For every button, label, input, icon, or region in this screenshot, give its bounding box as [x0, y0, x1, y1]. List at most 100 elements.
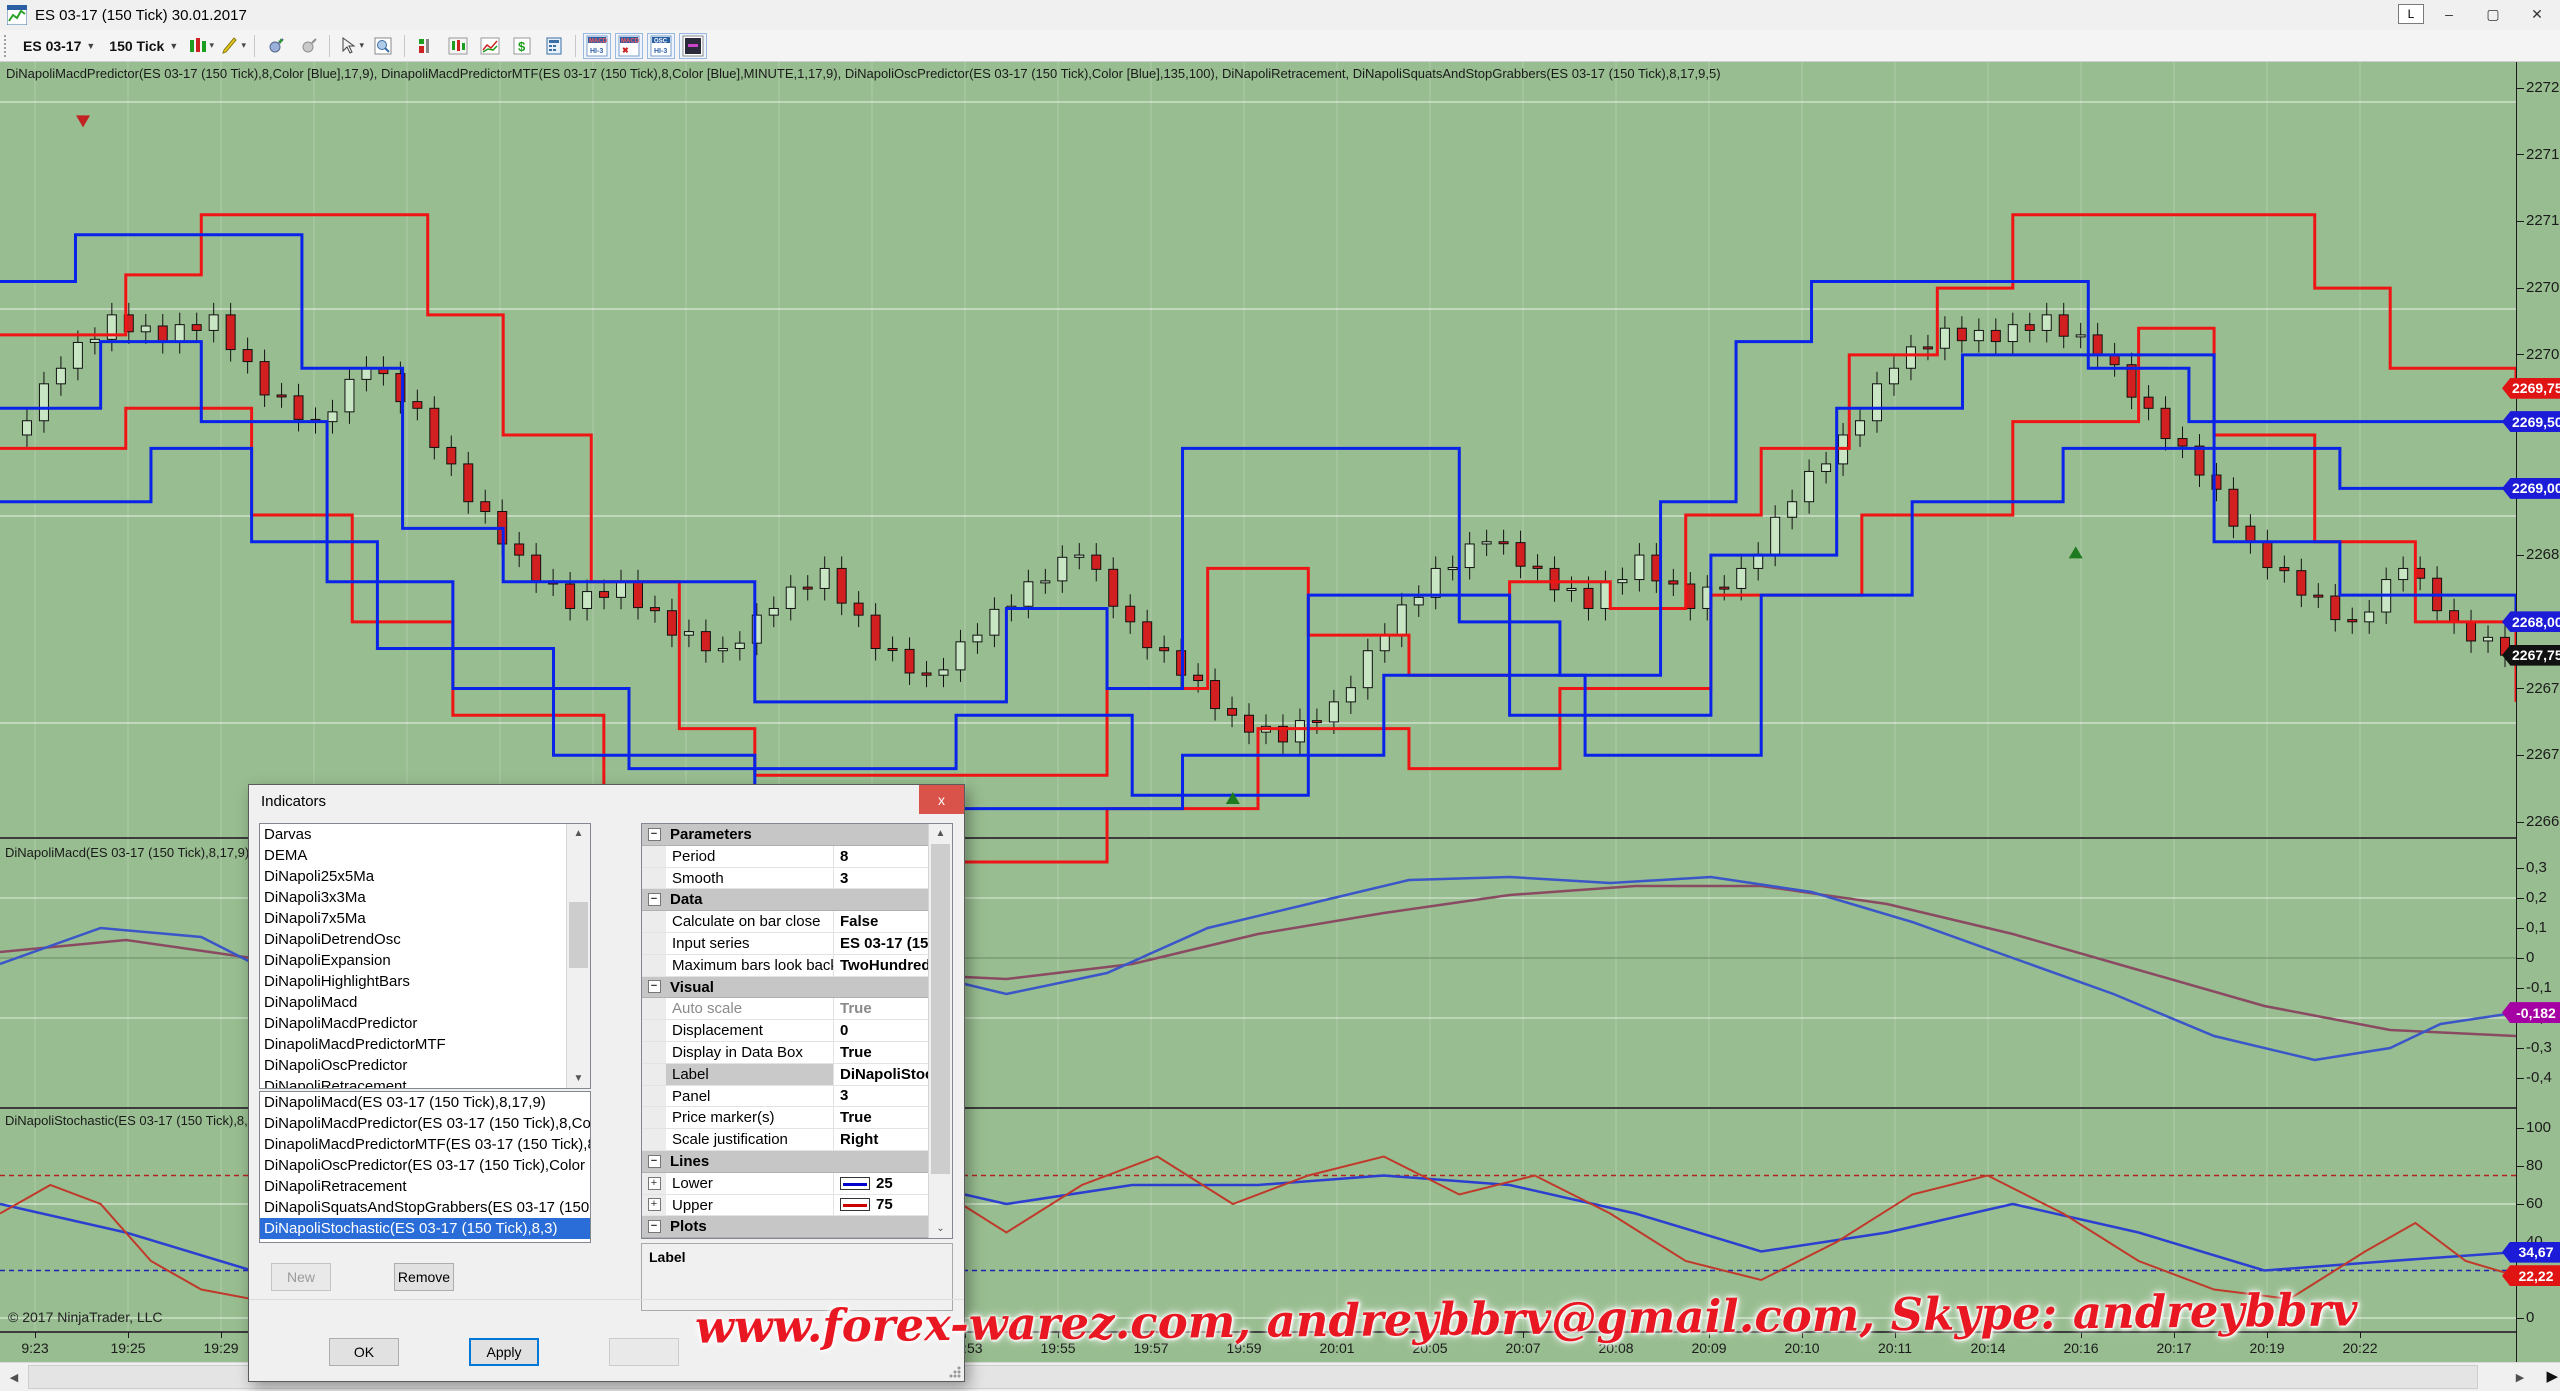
- maximize-button[interactable]: ▢: [2474, 2, 2512, 26]
- axis-tick: [2517, 1048, 2524, 1049]
- ok-button[interactable]: OK: [329, 1338, 399, 1366]
- applied-indicator-item[interactable]: DiNapoliSquatsAndStopGrabbers(ES 03-17 (…: [260, 1197, 590, 1218]
- property-group-row[interactable]: −Plots: [642, 1216, 952, 1238]
- chart-style-dropdown[interactable]: ▾: [187, 33, 215, 59]
- expand-icon[interactable]: +: [648, 1198, 661, 1211]
- remove-button[interactable]: Remove: [394, 1263, 454, 1291]
- applied-indicators-list[interactable]: DiNapoliMacd(ES 03-17 (150 Tick),8,17,9)…: [259, 1091, 591, 1243]
- property-group-row[interactable]: −Visual: [642, 977, 952, 999]
- applied-indicator-item[interactable]: DiNapoliMacdPredictor(ES 03-17 (150 Tick…: [260, 1113, 590, 1134]
- applied-indicator-item[interactable]: DiNapoliOscPredictor(ES 03-17 (150 Tick)…: [260, 1155, 590, 1176]
- cursor-dropdown[interactable]: ▾: [337, 33, 365, 59]
- available-indicator-item[interactable]: Darvas: [260, 824, 590, 845]
- available-list-scrollbar[interactable]: ▲ ▼: [566, 824, 590, 1088]
- available-indicator-item[interactable]: DiNapoliDetrendOsc: [260, 929, 590, 950]
- property-row[interactable]: Maximum bars look backTwoHundredFiftySix: [642, 955, 952, 977]
- available-indicator-item[interactable]: DiNapoliMacd: [260, 992, 590, 1013]
- available-indicator-item[interactable]: DEMA: [260, 845, 590, 866]
- collapse-icon[interactable]: −: [648, 828, 661, 841]
- market-depth-icon[interactable]: [412, 33, 440, 59]
- close-button[interactable]: ✕: [2518, 2, 2556, 26]
- dollar-icon[interactable]: $: [508, 33, 536, 59]
- time-label: 20:11: [1878, 1340, 1912, 1356]
- collapse-icon[interactable]: −: [648, 1155, 661, 1168]
- go-to-latest-icon[interactable]: ▶: [2546, 1367, 2558, 1385]
- available-indicator-item[interactable]: DiNapoli7x5Ma: [260, 908, 590, 929]
- scroll-left-arrow-icon[interactable]: ◀: [0, 1363, 28, 1391]
- candle-body: [956, 642, 965, 670]
- calculator-icon[interactable]: [540, 33, 568, 59]
- time-tick: [128, 1332, 129, 1338]
- interval-dropdown[interactable]: 150 Tick ▼: [102, 35, 185, 57]
- macd-hix-button[interactable]: MACD✖: [615, 33, 643, 59]
- scroll-up-icon[interactable]: ▲: [929, 824, 952, 843]
- collapse-icon[interactable]: −: [648, 980, 661, 993]
- property-row[interactable]: Price marker(s)True: [642, 1107, 952, 1129]
- minimize-button[interactable]: –: [2430, 2, 2468, 26]
- property-grid-scrollbar[interactable]: ▲ ⌄: [928, 824, 952, 1238]
- property-row[interactable]: +DLine; Solid; 1px: [642, 1238, 952, 1239]
- available-indicator-item[interactable]: DiNapoli3x3Ma: [260, 887, 590, 908]
- available-indicator-item[interactable]: DiNapoliRetracement: [260, 1076, 590, 1089]
- applied-indicator-item[interactable]: DinapoliMacdPredictorMTF(ES 03-17 (150 T…: [260, 1134, 590, 1155]
- panel-toggle-button[interactable]: [679, 33, 707, 59]
- apply-button[interactable]: Apply: [469, 1338, 539, 1366]
- drawing-tools-dropdown[interactable]: ▾: [219, 33, 247, 59]
- scroll-down-icon[interactable]: ▼: [567, 1069, 590, 1088]
- instrument-dropdown[interactable]: ES 03-17 ▼: [16, 35, 102, 57]
- property-group-row[interactable]: −Data: [642, 889, 952, 911]
- available-indicator-item[interactable]: DiNapoliExpansion: [260, 950, 590, 971]
- chart-bars-icon[interactable]: [444, 33, 472, 59]
- property-group-label: Parameters: [666, 824, 752, 845]
- available-indicator-item[interactable]: DiNapoliOscPredictor: [260, 1055, 590, 1076]
- toolbar-grip[interactable]: [4, 35, 12, 57]
- candle-body: [1940, 328, 1949, 348]
- available-indicator-item[interactable]: DiNapoliHighlightBars: [260, 971, 590, 992]
- zoom-icon[interactable]: [369, 33, 397, 59]
- price-marker: 2268,00: [2502, 611, 2560, 632]
- link-button[interactable]: L: [2398, 4, 2424, 24]
- expand-icon[interactable]: +: [648, 1177, 661, 1190]
- mini-chart-icon[interactable]: [476, 33, 504, 59]
- available-indicator-item[interactable]: DiNapoli25x5Ma: [260, 866, 590, 887]
- property-value[interactable]: Line; Solid; 1px: [834, 1238, 952, 1239]
- dialog-close-button[interactable]: x: [919, 785, 964, 814]
- collapse-icon[interactable]: −: [648, 1220, 661, 1233]
- scroll-right-arrow-icon[interactable]: ▶: [2506, 1363, 2534, 1391]
- obscured-button[interactable]: [609, 1338, 679, 1366]
- tag-add-icon[interactable]: +: [262, 33, 290, 59]
- scroll-up-icon[interactable]: ▲: [567, 824, 590, 843]
- new-button[interactable]: New: [271, 1263, 331, 1291]
- property-row[interactable]: LabelDiNapoliStochastic: [642, 1064, 952, 1086]
- dialog-resize-grip[interactable]: [949, 1366, 961, 1378]
- dialog-title-bar[interactable]: Indicators x: [249, 785, 964, 819]
- available-indicator-item[interactable]: DinapoliMacdPredictorMTF: [260, 1034, 590, 1055]
- applied-indicator-item[interactable]: DiNapoliMacd(ES 03-17 (150 Tick),8,17,9): [260, 1092, 590, 1113]
- property-group-row[interactable]: −Parameters: [642, 824, 952, 846]
- tag-icon[interactable]: [294, 33, 322, 59]
- time-label: 20:17: [2156, 1340, 2191, 1356]
- applied-indicator-item[interactable]: DiNapoliStochastic(ES 03-17 (150 Tick),8…: [260, 1218, 590, 1239]
- property-group-row[interactable]: −Lines: [642, 1151, 952, 1173]
- axis-tick: [2517, 868, 2524, 869]
- available-indicator-item[interactable]: DiNapoliMacdPredictor: [260, 1013, 590, 1034]
- collapse-icon[interactable]: −: [648, 893, 661, 906]
- applied-indicator-item[interactable]: DiNapoliRetracement: [260, 1176, 590, 1197]
- scroll-down-icon[interactable]: ⌄: [929, 1219, 952, 1238]
